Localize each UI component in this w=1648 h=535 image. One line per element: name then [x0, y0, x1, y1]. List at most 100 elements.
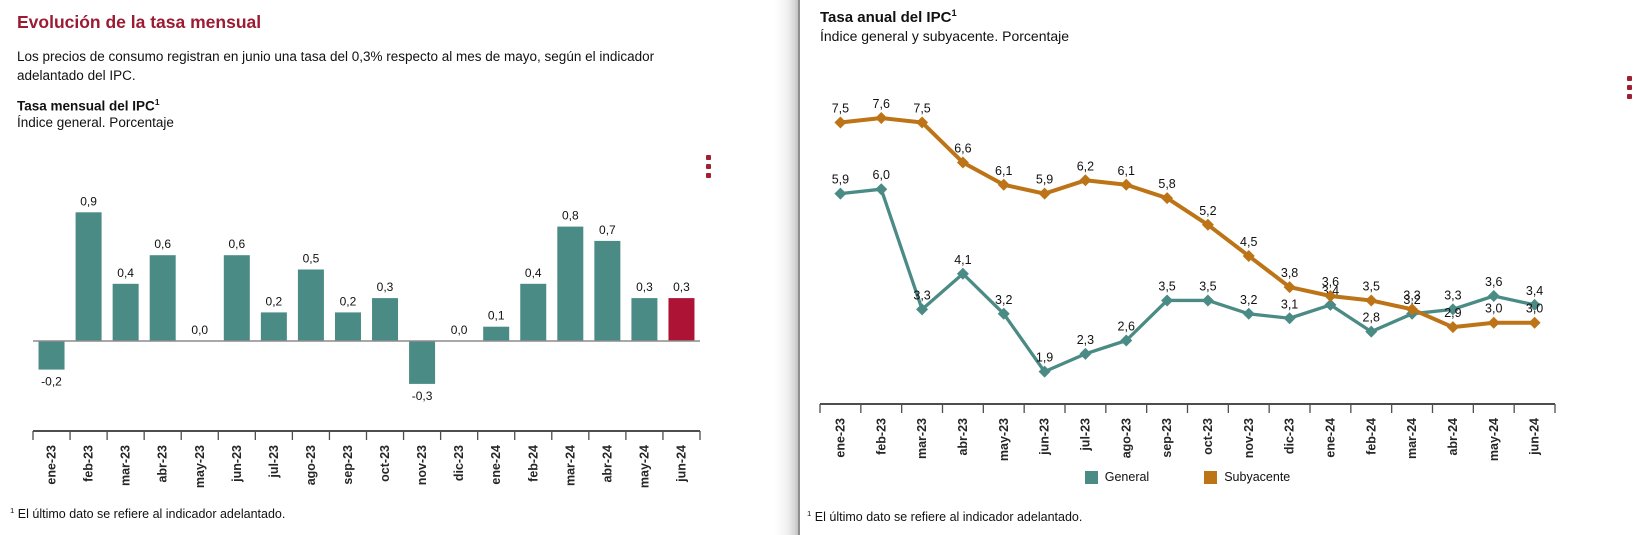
svg-text:mar-24: mar-24: [1405, 418, 1419, 459]
svg-text:0,2: 0,2: [340, 294, 357, 308]
svg-text:4,5: 4,5: [1240, 235, 1257, 249]
kebab-menu-icon[interactable]: [1625, 74, 1634, 101]
svg-text:abr-23: abr-23: [156, 445, 170, 483]
svg-text:nov-23: nov-23: [415, 445, 429, 485]
svg-text:0,0: 0,0: [191, 323, 208, 337]
svg-text:2,9: 2,9: [1444, 306, 1461, 320]
svg-text:-0,3: -0,3: [412, 389, 433, 403]
svg-text:5,9: 5,9: [832, 173, 849, 187]
annual-chart-title-superscript: 1: [951, 8, 957, 18]
svg-text:0,6: 0,6: [154, 237, 171, 251]
svg-text:ene-24: ene-24: [489, 445, 503, 485]
svg-text:0,3: 0,3: [377, 280, 394, 294]
monthly-bar-chart: -0,2 0,9 0,4 0,6 0,0 0,6 0,2 0,5 0,2 0,3 -0,3 0,0 0,…: [32, 194, 701, 488]
svg-text:3,5: 3,5: [1363, 279, 1380, 293]
svg-text:abr-24: abr-24: [600, 445, 614, 483]
legend-item: Subyacente: [1204, 470, 1290, 484]
legend-swatch: [1204, 470, 1218, 484]
svg-text:mar-23: mar-23: [119, 445, 133, 486]
svg-text:abr-23: abr-23: [956, 418, 970, 456]
summary-text: Los precios de consumo registran en juni…: [17, 49, 655, 83]
legend: General Subyacente: [820, 470, 1555, 484]
svg-text:6,1: 6,1: [995, 164, 1012, 178]
svg-text:feb-24: feb-24: [1364, 418, 1378, 455]
svg-text:3,0: 3,0: [1526, 302, 1543, 316]
svg-text:sep-23: sep-23: [1160, 418, 1174, 458]
svg-text:0,8: 0,8: [562, 209, 579, 223]
svg-text:5,2: 5,2: [1199, 204, 1216, 218]
monthly-rate-panel: Evolución de la tasa mensual Los precios…: [0, 0, 775, 535]
svg-text:ene-24: ene-24: [1323, 418, 1337, 458]
svg-text:1,9: 1,9: [1036, 351, 1053, 365]
footnote: 1 El último dato se refiere al indicador…: [10, 506, 285, 521]
svg-text:0,4: 0,4: [117, 266, 134, 280]
svg-text:3,5: 3,5: [1158, 279, 1175, 293]
svg-text:sep-23: sep-23: [341, 445, 355, 485]
svg-text:feb-24: feb-24: [526, 445, 540, 482]
svg-text:0,5: 0,5: [303, 252, 320, 266]
svg-text:oct-23: oct-23: [1201, 418, 1215, 455]
annual-line-chart: ene-23 feb-23 mar-23 abr-23 may-23 jun-23 jul-…: [819, 97, 1556, 461]
svg-text:3,1: 3,1: [1281, 297, 1298, 311]
svg-text:2,3: 2,3: [1077, 333, 1094, 347]
annual-rate-panel: Tasa anual del IPC1 Índice general y sub…: [800, 0, 1648, 535]
svg-text:5,8: 5,8: [1158, 177, 1175, 191]
legend-item: General: [1084, 470, 1150, 484]
svg-text:0,6: 0,6: [228, 237, 245, 251]
svg-text:dic-23: dic-23: [452, 445, 466, 481]
svg-text:3,6: 3,6: [1485, 275, 1502, 289]
footnote-text: El último dato se refiere al indicador a…: [17, 507, 286, 522]
svg-text:ago-23: ago-23: [1119, 418, 1133, 458]
svg-text:nov-23: nov-23: [1242, 418, 1256, 458]
svg-text:oct-23: oct-23: [378, 445, 392, 482]
svg-text:6,1: 6,1: [1118, 164, 1135, 178]
svg-text:4,1: 4,1: [954, 253, 971, 267]
svg-text:6,0: 6,0: [873, 168, 890, 182]
panel-divider: [775, 0, 800, 535]
monthly-chart-title-text: Tasa mensual del IPC: [17, 98, 155, 114]
svg-text:mar-23: mar-23: [915, 418, 929, 459]
svg-text:3,2: 3,2: [1240, 293, 1257, 307]
svg-text:mar-24: mar-24: [563, 445, 577, 486]
svg-text:3,8: 3,8: [1281, 266, 1298, 280]
svg-text:3,3: 3,3: [1444, 288, 1461, 302]
legend-label: General: [1104, 470, 1150, 484]
svg-text:7,6: 7,6: [873, 97, 890, 111]
svg-text:0,1: 0,1: [488, 309, 505, 323]
svg-text:3,6: 3,6: [1322, 275, 1339, 289]
annual-chart-subtitle: Índice general y subyacente. Porcentaje: [820, 28, 1070, 44]
svg-text:3,5: 3,5: [1199, 279, 1216, 293]
svg-text:abr-24: abr-24: [1446, 418, 1460, 456]
svg-text:0,7: 0,7: [599, 223, 616, 237]
svg-text:3,3: 3,3: [913, 288, 930, 302]
svg-text:6,6: 6,6: [954, 142, 971, 156]
footnote-text: El último dato se refiere al indicador a…: [814, 510, 1083, 525]
svg-text:may-24: may-24: [1487, 418, 1501, 461]
svg-text:2,6: 2,6: [1118, 320, 1135, 334]
legend-label: Subyacente: [1224, 470, 1291, 484]
annual-chart-title-text: Tasa anual del IPC: [820, 9, 952, 26]
monthly-chart-title-superscript: 1: [154, 97, 160, 107]
monthly-chart-title: Tasa mensual del IPC1: [17, 97, 159, 114]
svg-text:jul-23: jul-23: [1078, 418, 1092, 452]
footnote-superscript: 1: [807, 509, 812, 518]
svg-text:feb-23: feb-23: [874, 418, 888, 455]
svg-text:jun-23: jun-23: [230, 445, 244, 483]
svg-text:feb-23: feb-23: [82, 445, 96, 482]
kebab-menu-icon[interactable]: [704, 153, 713, 180]
svg-text:6,2: 6,2: [1077, 159, 1094, 173]
svg-text:jun-24: jun-24: [1528, 418, 1542, 456]
svg-text:3,2: 3,2: [995, 293, 1012, 307]
svg-text:0,2: 0,2: [266, 294, 283, 308]
svg-text:0,3: 0,3: [673, 280, 690, 294]
svg-text:0,3: 0,3: [636, 280, 653, 294]
svg-text:0,0: 0,0: [451, 323, 468, 337]
svg-text:0,4: 0,4: [525, 266, 542, 280]
monthly-chart-subtitle: Índice general. Porcentaje: [17, 115, 174, 130]
svg-text:jul-23: jul-23: [267, 445, 281, 479]
svg-text:jun-24: jun-24: [674, 445, 688, 483]
svg-text:may-24: may-24: [637, 445, 651, 488]
svg-text:-0,2: -0,2: [41, 375, 62, 389]
svg-text:jun-23: jun-23: [1038, 418, 1052, 456]
